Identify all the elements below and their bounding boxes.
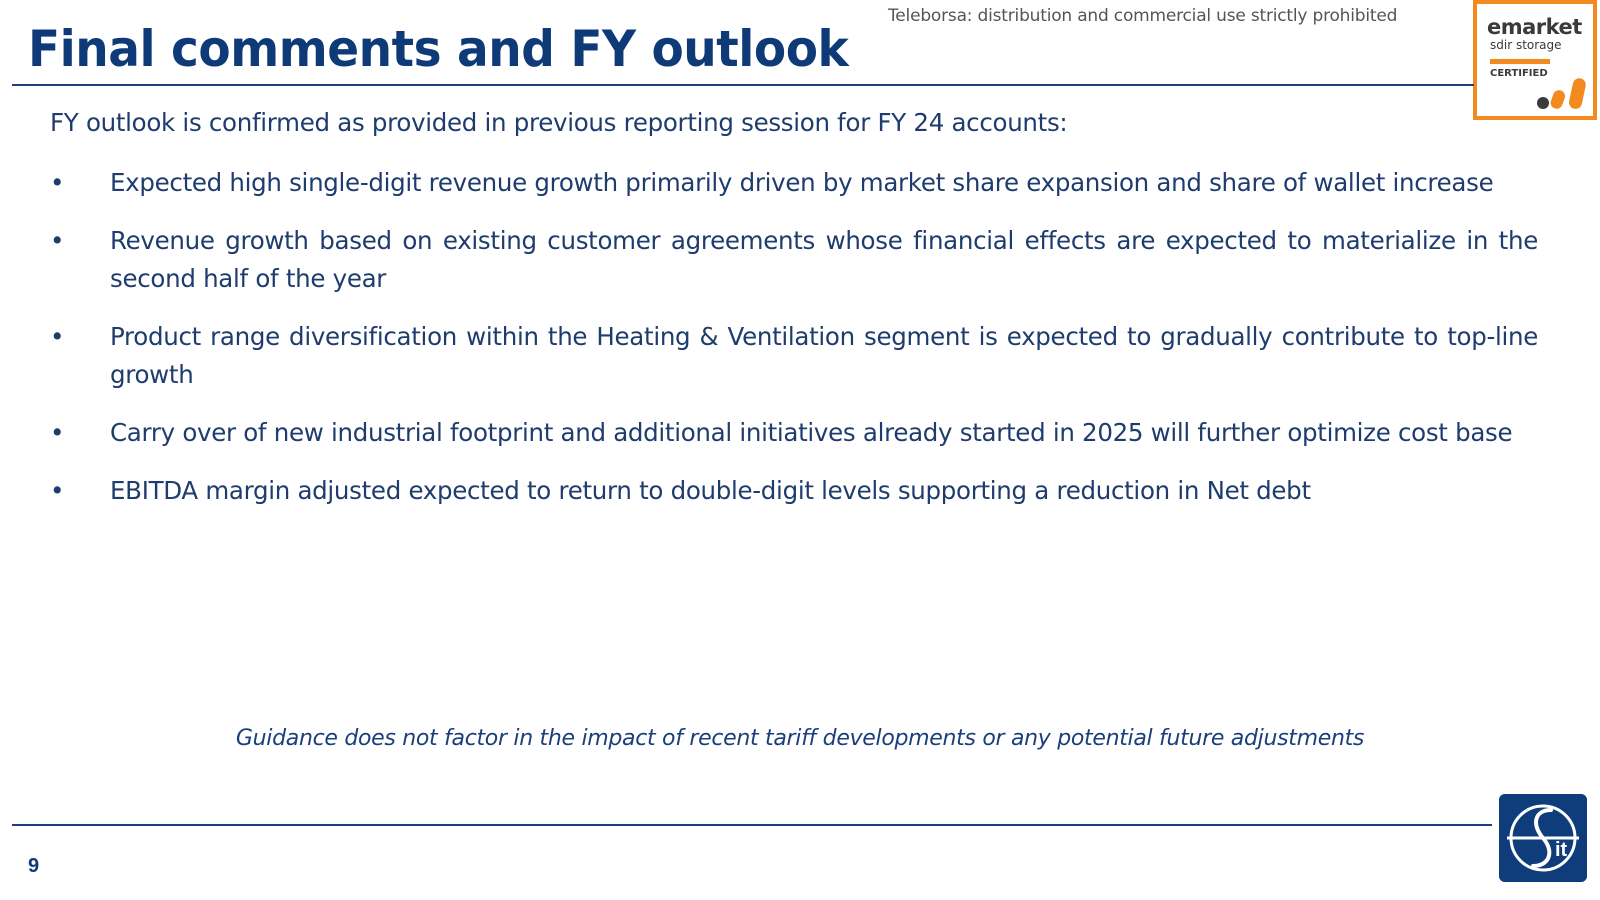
- bullet-item-revenue-growth: • Expected high single-digit revenue gro…: [50, 164, 1538, 202]
- bullet-icon: •: [50, 418, 65, 447]
- slide-title: Final comments and FY outlook: [28, 20, 849, 78]
- bullet-list: • Expected high single-digit revenue gro…: [50, 164, 1538, 510]
- badge-brand-name: emarket: [1487, 15, 1582, 39]
- footer-divider: [12, 824, 1492, 826]
- badge-certified-label: CERTIFIED: [1490, 68, 1548, 79]
- intro-text: FY outlook is confirmed as provided in p…: [50, 108, 1068, 137]
- bullet-item-customer-agreements: • Revenue growth based on existing custo…: [50, 222, 1538, 298]
- badge-accent-bar: [1490, 59, 1550, 64]
- bullet-text: Revenue growth based on existing custome…: [110, 226, 1538, 293]
- bullet-item-ebitda-margin: • EBITDA margin adjusted expected to ret…: [50, 472, 1538, 510]
- bullet-icon: •: [50, 476, 65, 505]
- bullet-icon: •: [50, 168, 65, 197]
- bullet-text: Product range diversification within the…: [110, 322, 1538, 389]
- sit-logo-icon: it: [1499, 794, 1587, 882]
- page-number: 9: [28, 855, 40, 877]
- bullet-item-product-diversification: • Product range diversification within t…: [50, 318, 1538, 394]
- bullet-text: EBITDA margin adjusted expected to retur…: [110, 476, 1311, 505]
- badge-subtitle: sdir storage: [1490, 38, 1562, 52]
- emarket-certified-badge: emarket sdir storage CERTIFIED: [1473, 0, 1597, 120]
- slide-body: FY outlook is confirmed as provided in p…: [50, 104, 1538, 530]
- watermark-text: Teleborsa: distribution and commercial u…: [888, 6, 1398, 26]
- bullet-text: Carry over of new industrial footprint a…: [110, 418, 1513, 447]
- bullet-icon: •: [50, 322, 65, 351]
- bullet-icon: •: [50, 226, 65, 255]
- svg-text:it: it: [1555, 839, 1568, 861]
- bullet-text: Expected high single-digit revenue growt…: [110, 168, 1494, 197]
- title-divider: [12, 84, 1474, 86]
- guidance-note: Guidance does not factor in the impact o…: [235, 726, 1365, 751]
- bullet-item-industrial-footprint: • Carry over of new industrial footprint…: [50, 414, 1538, 452]
- emarket-dots-icon: [1537, 78, 1586, 109]
